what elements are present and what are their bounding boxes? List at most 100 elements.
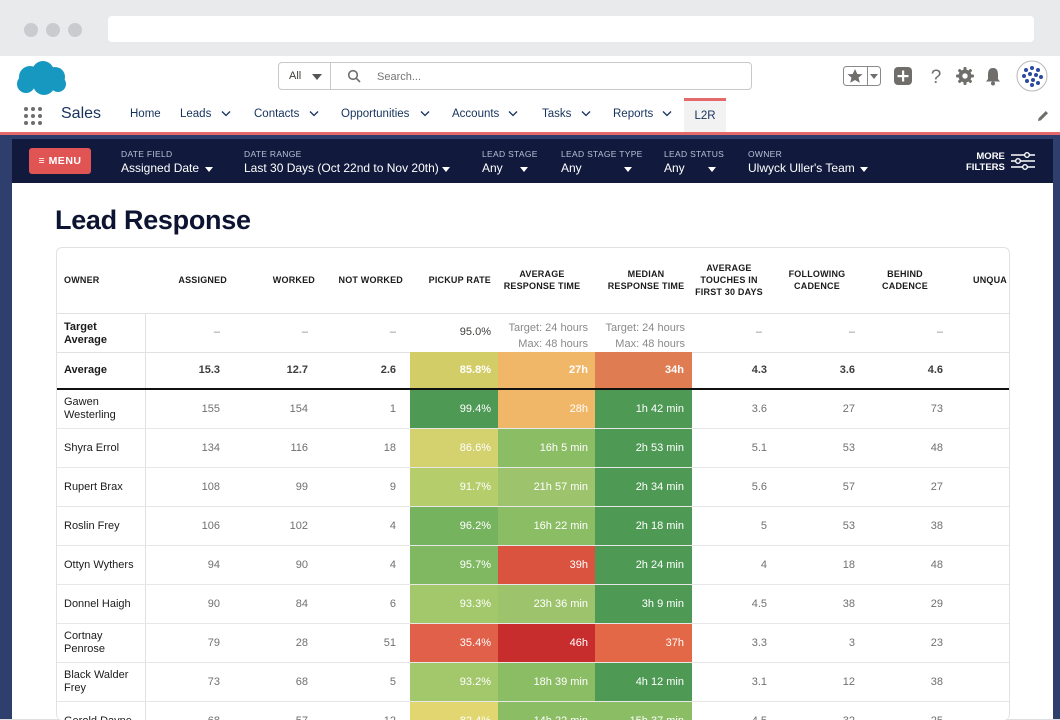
app-launcher-icon[interactable]	[23, 106, 43, 126]
owner-name[interactable]: Black Walder Frey	[64, 669, 129, 694]
setup-gear-icon[interactable]	[955, 66, 975, 86]
lead-response-table: OWNER ASSIGNED WORKED NOT WORKED PICKUP RATE…	[56, 247, 1010, 720]
column-header[interactable]: AVERAGE TOUCHES IN FIRST 30 DAYS	[695, 263, 763, 297]
owner-name[interactable]: Shyra Errol	[64, 442, 120, 454]
table-cell: 4	[389, 559, 396, 571]
column-header[interactable]: ASSIGNED	[178, 275, 227, 285]
table-cell: 2h 53 min	[635, 442, 684, 454]
chevron-down-icon[interactable]	[420, 110, 430, 118]
chevron-down-icon[interactable]	[860, 167, 868, 172]
table-cell: 1	[389, 403, 396, 415]
table-cell: 5.1	[751, 442, 767, 454]
chevron-down-icon[interactable]	[309, 110, 319, 118]
date-range-select[interactable]: Last 30 Days (Oct 22nd to Nov 20th)	[244, 161, 439, 175]
chevron-down-icon[interactable]	[662, 110, 672, 118]
table-cell: 15h 37 min	[595, 715, 691, 720]
owner-filter-label: OWNER	[748, 149, 783, 159]
table-cell: 9	[389, 481, 396, 493]
column-header[interactable]: OWNER	[64, 275, 100, 285]
owner-name[interactable]: Gawen Westerling	[64, 396, 116, 421]
page-title: Lead Response	[55, 205, 251, 235]
window-minimize-dot[interactable]	[46, 23, 60, 37]
column-header[interactable]: WORKED	[272, 275, 315, 285]
nav-item-leads[interactable]: Leads	[180, 108, 212, 120]
salesforce-logo-icon[interactable]	[14, 60, 68, 96]
heat-cell-bg	[498, 352, 595, 388]
average-cell: 27h	[569, 364, 588, 376]
chevron-down-icon[interactable]	[520, 167, 528, 172]
chevron-down-icon[interactable]	[221, 110, 231, 118]
average-label: Average	[64, 364, 108, 376]
chevron-down-icon[interactable]	[581, 110, 591, 118]
nav-item-tasks[interactable]: Tasks	[542, 108, 572, 120]
column-header[interactable]: NOT WORKED	[338, 275, 403, 285]
column-header[interactable]: AVERAGE RESPONSE TIME	[503, 269, 581, 291]
nav-item-opportunities[interactable]: Opportunities	[341, 108, 410, 120]
menu-button[interactable]: ≡ MENU	[29, 148, 91, 174]
lead-status-select[interactable]: Any	[664, 161, 685, 175]
owner-name[interactable]: Rupert Brax	[64, 481, 123, 493]
favorites-star-icon[interactable]	[843, 66, 881, 86]
owner-name[interactable]: Roslin Frey	[64, 520, 120, 532]
window-close-dot[interactable]	[24, 23, 38, 37]
average-cell: 4.6	[927, 364, 943, 376]
address-bar[interactable]	[108, 16, 1034, 42]
lead-stage-select[interactable]: Any	[482, 161, 503, 175]
column-header[interactable]: FOLLOWING CADENCE	[788, 269, 846, 291]
nav-item-accounts[interactable]: Accounts	[452, 108, 500, 120]
table-cell: 46h	[569, 637, 588, 649]
nav-item-l2r[interactable]: L2R	[684, 98, 726, 132]
sliders-filter-icon[interactable]	[1010, 151, 1036, 171]
column-header[interactable]: PICKUP RATE	[428, 275, 491, 285]
table-cell: 79	[207, 637, 220, 649]
average-cell: 3.6	[839, 364, 855, 376]
table-cell: 68	[295, 676, 308, 688]
user-avatar[interactable]	[1016, 60, 1048, 92]
table-cell: 28h	[569, 403, 588, 415]
heat-cell-bg	[498, 390, 595, 428]
owner-name[interactable]: Cortnay Penrose	[64, 630, 105, 655]
column-header[interactable]: UNQUA	[973, 275, 1007, 285]
column-header[interactable]: MEDIAN RESPONSE TIME	[607, 269, 685, 291]
table-cell: 53	[842, 442, 855, 454]
chevron-down-icon[interactable]	[442, 167, 450, 172]
nav-item-reports[interactable]: Reports	[613, 108, 654, 120]
heat-cell-bg	[498, 429, 595, 467]
table-cell: 3.1	[751, 676, 767, 688]
table-cell: 82.4%	[410, 715, 498, 720]
owner-name[interactable]: Ottyn Wythers	[64, 559, 134, 571]
table-cell: 51	[383, 637, 396, 649]
notifications-bell-icon[interactable]	[984, 66, 1002, 86]
target-dash: –	[301, 326, 308, 338]
chevron-down-icon[interactable]	[205, 167, 213, 172]
owner-name[interactable]: Donnel Haigh	[64, 598, 131, 610]
table-cell: 16h 22 min	[533, 520, 588, 532]
nav-item-contacts[interactable]: Contacts	[254, 108, 300, 120]
chevron-down-icon[interactable]	[624, 167, 632, 172]
chevron-down-icon[interactable]	[708, 167, 716, 172]
row-divider	[57, 545, 1009, 546]
table-cell: 18h 39 min	[533, 676, 588, 688]
search-input[interactable]	[375, 66, 739, 88]
nav-item-home[interactable]: Home	[130, 108, 161, 120]
heat-cell-bg	[595, 585, 692, 623]
table-cell: 38	[930, 520, 943, 532]
table-cell: 3.3	[751, 637, 767, 649]
more-filters-button[interactable]: MORE FILTERS	[966, 151, 1005, 173]
window-maximize-dot[interactable]	[68, 23, 82, 37]
owner-filter-select[interactable]: Ulwyck Uller's Team	[748, 161, 855, 175]
table-cell: 27	[842, 403, 855, 415]
heat-cell-bg	[595, 546, 692, 584]
lead-stage-type-select[interactable]: Any	[561, 161, 582, 175]
table-cell: 2h 18 min	[635, 520, 684, 532]
table-cell: 5.6	[751, 481, 767, 493]
global-actions-add-icon[interactable]	[893, 66, 913, 86]
search-scope-select[interactable]: All	[279, 63, 331, 89]
owner-name[interactable]: Gerold Dayne	[64, 715, 132, 720]
column-header[interactable]: BEHIND CADENCE	[882, 269, 928, 291]
chevron-down-icon[interactable]	[508, 110, 518, 118]
date-field-select[interactable]: Assigned Date	[121, 161, 200, 175]
edit-nav-pencil-icon[interactable]	[1036, 109, 1050, 123]
help-question-icon[interactable]: ?	[927, 66, 945, 86]
lead-stage-type-label: LEAD STAGE TYPE	[561, 149, 643, 159]
